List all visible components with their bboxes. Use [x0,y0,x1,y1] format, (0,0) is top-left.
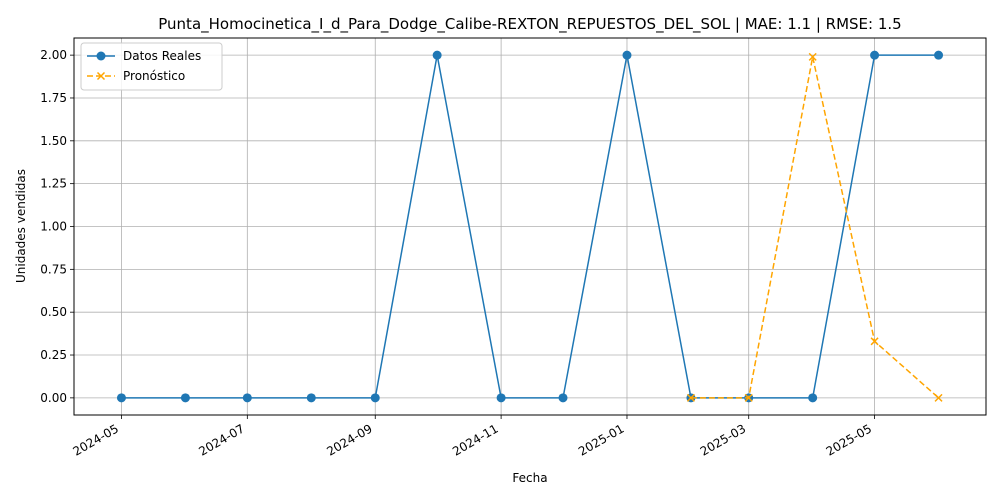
pronostico-line [690,56,940,399]
y-tick-label: 1.75 [40,91,67,105]
legend-box [80,42,223,91]
pronostico-point [686,393,695,402]
y-tick-label: 0.50 [40,305,67,319]
y-tick-label: 0.25 [40,348,67,362]
datos-reales-point [116,393,126,403]
legend-item: Pronóstico [87,69,185,83]
grid-lines [74,38,986,415]
legend-label: Datos Reales [123,49,201,63]
y-tick-label: 1.50 [40,134,67,148]
datos-reales-point [180,393,190,403]
datos-reales-point [496,393,506,403]
legend-marker-swatch [96,51,106,61]
chart-title: Punta_Homocinetica_I_d_Para_Dodge_Calibe… [158,15,901,34]
datos-reales-point [306,393,316,403]
x-axis-label: Fecha [512,471,547,485]
legend-item: Datos Reales [87,49,201,63]
datos-reales-point [558,393,568,403]
legend: Datos Reales Pronóstico [80,42,223,91]
datos-reales-point [622,50,632,60]
y-tick-label: 2.00 [40,48,67,62]
datos-reales-point [432,50,442,60]
y-axis: 0.00 0.25 0.50 0.75 1.00 1.25 1.50 1.75 2.00 [40,48,74,405]
pronostico-point [808,52,817,61]
legend-marker-swatch [96,71,106,81]
y-axis-label: Unidades vendidas [14,169,28,283]
datos-reales-point [242,393,252,403]
y-tick-label: 1.00 [40,220,67,234]
pronostico-point [744,393,753,402]
datos-reales-line [121,54,939,399]
y-tick-label: 0.00 [40,391,67,405]
datos-reales-point [808,393,818,403]
pronostico-point [870,337,879,346]
pronostico-point [934,393,943,402]
legend-label: Pronóstico [123,69,185,83]
datos-reales-point [370,393,380,403]
y-tick-label: 0.75 [40,262,67,276]
y-tick-label: 1.25 [40,177,67,191]
datos-reales-point [870,50,880,60]
datos-reales-point [934,50,944,60]
series-layer [116,50,944,403]
